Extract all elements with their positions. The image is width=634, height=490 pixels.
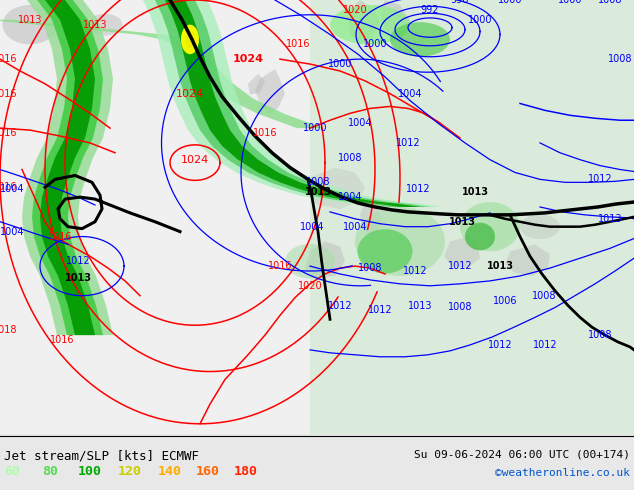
Text: Su 09-06-2024 06:00 UTC (00+174): Su 09-06-2024 06:00 UTC (00+174) bbox=[414, 449, 630, 460]
Text: 1008: 1008 bbox=[306, 177, 330, 187]
Text: 1008: 1008 bbox=[358, 263, 382, 273]
Polygon shape bbox=[143, 0, 442, 207]
Text: 1020: 1020 bbox=[343, 5, 367, 15]
Ellipse shape bbox=[460, 202, 520, 251]
Text: 1008: 1008 bbox=[532, 291, 556, 301]
Text: 1004: 1004 bbox=[398, 89, 422, 98]
Polygon shape bbox=[380, 0, 410, 39]
Text: 1024: 1024 bbox=[181, 155, 209, 165]
Text: 1004: 1004 bbox=[0, 226, 25, 237]
Text: 1016: 1016 bbox=[253, 128, 277, 138]
Text: 1012: 1012 bbox=[406, 184, 430, 194]
Text: 1008: 1008 bbox=[608, 54, 632, 64]
Text: 1012: 1012 bbox=[588, 174, 612, 184]
Text: 1024: 1024 bbox=[233, 54, 264, 64]
Text: 1013: 1013 bbox=[83, 20, 107, 29]
Polygon shape bbox=[505, 245, 550, 276]
Text: 1016: 1016 bbox=[0, 89, 17, 98]
Ellipse shape bbox=[185, 30, 195, 49]
Text: 80: 80 bbox=[42, 465, 58, 478]
Text: 1008: 1008 bbox=[338, 153, 362, 163]
Text: 1020: 1020 bbox=[298, 281, 322, 291]
Polygon shape bbox=[165, 0, 420, 207]
Text: 1000: 1000 bbox=[328, 59, 353, 69]
Text: 996: 996 bbox=[451, 0, 469, 5]
Text: 1004: 1004 bbox=[343, 221, 367, 232]
Text: 1016: 1016 bbox=[286, 39, 310, 49]
Polygon shape bbox=[155, 0, 430, 207]
Ellipse shape bbox=[181, 24, 199, 54]
Text: 120: 120 bbox=[118, 465, 142, 478]
Text: 1012: 1012 bbox=[403, 266, 427, 276]
Text: 1013: 1013 bbox=[448, 217, 476, 227]
Text: 1000: 1000 bbox=[468, 15, 492, 24]
Text: 1004: 1004 bbox=[300, 221, 324, 232]
Ellipse shape bbox=[520, 214, 560, 239]
Text: 1004: 1004 bbox=[0, 184, 25, 194]
Text: 1012: 1012 bbox=[448, 261, 472, 271]
Text: 1013: 1013 bbox=[598, 214, 622, 224]
Text: 1004: 1004 bbox=[338, 192, 362, 202]
Bar bbox=[310, 0, 634, 434]
Text: 1012: 1012 bbox=[328, 300, 353, 311]
Text: 1013: 1013 bbox=[304, 187, 332, 197]
Text: 1016: 1016 bbox=[0, 182, 17, 192]
Polygon shape bbox=[32, 0, 103, 335]
Text: 1016: 1016 bbox=[268, 261, 292, 271]
Text: 1018: 1018 bbox=[0, 325, 17, 335]
Text: 1016: 1016 bbox=[49, 335, 74, 345]
Text: 1012: 1012 bbox=[488, 340, 512, 350]
Text: 1008: 1008 bbox=[448, 302, 472, 313]
Polygon shape bbox=[305, 242, 345, 278]
Text: 1012: 1012 bbox=[66, 256, 90, 266]
Text: 1024: 1024 bbox=[176, 89, 204, 98]
Polygon shape bbox=[348, 0, 380, 45]
Text: 1004: 1004 bbox=[348, 118, 372, 128]
Text: 140: 140 bbox=[158, 465, 182, 478]
Polygon shape bbox=[360, 197, 382, 237]
Text: 1000: 1000 bbox=[363, 39, 387, 49]
Text: 1000: 1000 bbox=[303, 123, 327, 133]
Text: 1016: 1016 bbox=[48, 232, 72, 242]
Text: 1013: 1013 bbox=[486, 261, 514, 271]
Text: 160: 160 bbox=[196, 465, 220, 478]
Ellipse shape bbox=[358, 229, 413, 273]
Polygon shape bbox=[305, 168, 365, 209]
Ellipse shape bbox=[330, 5, 410, 45]
Polygon shape bbox=[444, 237, 480, 268]
Polygon shape bbox=[248, 74, 265, 95]
Text: 1013: 1013 bbox=[18, 15, 42, 24]
Text: 1000: 1000 bbox=[498, 0, 522, 5]
Text: 1006: 1006 bbox=[493, 295, 517, 306]
Text: 1012: 1012 bbox=[533, 340, 557, 350]
Text: 60: 60 bbox=[4, 465, 20, 478]
Text: 1008: 1008 bbox=[598, 0, 622, 5]
Text: 1016: 1016 bbox=[0, 54, 17, 64]
Ellipse shape bbox=[3, 5, 58, 45]
Ellipse shape bbox=[285, 244, 335, 278]
Ellipse shape bbox=[355, 207, 445, 276]
Polygon shape bbox=[40, 0, 95, 335]
Text: 1013: 1013 bbox=[408, 300, 432, 311]
Text: 1000: 1000 bbox=[558, 0, 582, 5]
Text: 992: 992 bbox=[421, 5, 439, 15]
Text: 1012: 1012 bbox=[368, 305, 392, 316]
Text: ©weatheronline.co.uk: ©weatheronline.co.uk bbox=[495, 467, 630, 478]
Ellipse shape bbox=[87, 14, 122, 35]
Polygon shape bbox=[22, 0, 113, 335]
Text: 1013: 1013 bbox=[65, 273, 91, 283]
Text: 100: 100 bbox=[78, 465, 102, 478]
Text: 1013: 1013 bbox=[462, 187, 489, 197]
Text: 180: 180 bbox=[234, 465, 258, 478]
Text: Jet stream/SLP [kts] ECMWF: Jet stream/SLP [kts] ECMWF bbox=[4, 449, 199, 463]
Ellipse shape bbox=[390, 22, 450, 57]
Text: 1008: 1008 bbox=[588, 330, 612, 340]
Text: 1016: 1016 bbox=[0, 128, 17, 138]
Text: 1012: 1012 bbox=[396, 138, 420, 148]
Ellipse shape bbox=[10, 0, 390, 384]
Polygon shape bbox=[0, 20, 323, 128]
Ellipse shape bbox=[465, 223, 495, 250]
Polygon shape bbox=[255, 69, 285, 113]
